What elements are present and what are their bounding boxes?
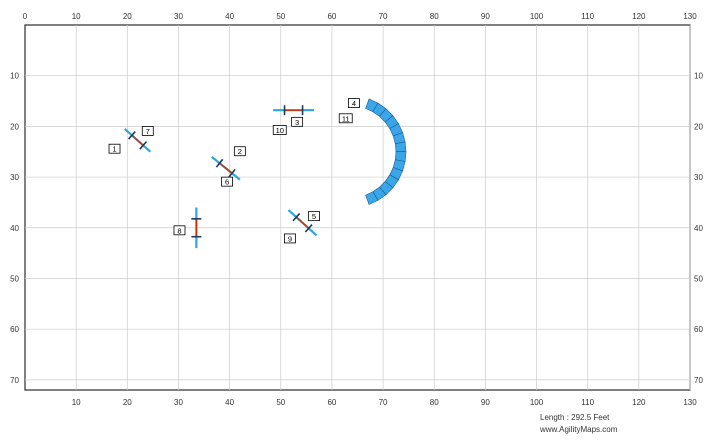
number-text: 6 bbox=[225, 178, 229, 187]
number-text: 4 bbox=[352, 99, 356, 108]
jump-wing bbox=[228, 168, 236, 178]
x-tick-label-top: 90 bbox=[481, 12, 490, 21]
x-tick-label-top: 120 bbox=[632, 12, 646, 21]
number-box bbox=[221, 176, 233, 187]
jump-rail bbox=[131, 134, 144, 146]
jump-5-jump bbox=[287, 209, 318, 237]
x-tick-label-bottom: 30 bbox=[174, 398, 183, 407]
jump-rail bbox=[295, 216, 310, 229]
jump-rail bbox=[219, 162, 233, 174]
x-tick-label-bottom: 110 bbox=[581, 398, 594, 407]
jump-wing bbox=[139, 141, 148, 150]
number-box bbox=[141, 126, 154, 136]
jump-wing bbox=[304, 224, 313, 233]
number-box bbox=[291, 116, 304, 127]
x-tick-label-top: 40 bbox=[225, 12, 234, 21]
y-tick-label-right: 10 bbox=[694, 72, 703, 81]
number-6: 6 bbox=[221, 176, 233, 187]
map-border bbox=[24, 24, 691, 391]
x-tick-label-bottom: 80 bbox=[430, 398, 439, 407]
y-tick-label-left: 20 bbox=[10, 122, 19, 131]
x-tick-label-top: 130 bbox=[683, 12, 697, 21]
x-tick-label-top: 110 bbox=[581, 12, 594, 21]
number-11: 11 bbox=[338, 113, 353, 124]
number-box bbox=[233, 146, 246, 157]
jump-8-jump bbox=[191, 207, 202, 249]
y-tick-label-left: 30 bbox=[10, 173, 19, 182]
number-text: 1 bbox=[112, 145, 116, 154]
y-tick-label-left: 40 bbox=[10, 224, 19, 233]
obstacle-numbers: 1 7 2 6 3 10 5 9 8 411 bbox=[108, 98, 360, 244]
number-text: 2 bbox=[238, 147, 242, 156]
tunnel-segment bbox=[394, 141, 407, 153]
y-tick-label-right: 60 bbox=[694, 325, 703, 334]
y-tick-label-left: 50 bbox=[10, 274, 19, 283]
number-text: 5 bbox=[312, 212, 316, 221]
tunnel-4-tunnel bbox=[365, 98, 407, 205]
number-box bbox=[338, 113, 353, 124]
number-1: 1 bbox=[108, 143, 121, 154]
x-tick-label-top: 80 bbox=[430, 12, 439, 21]
x-tick-label-bottom: 120 bbox=[632, 398, 646, 407]
jump-wing bbox=[127, 131, 136, 140]
x-tick-label-top: 10 bbox=[72, 12, 81, 21]
y-tick-label-right: 70 bbox=[694, 376, 703, 385]
x-tick-label-top: 30 bbox=[174, 12, 183, 21]
y-tick-label-right: 30 bbox=[694, 173, 703, 182]
obstacles-layer bbox=[124, 98, 407, 249]
y-tick-label-right: 40 bbox=[694, 224, 703, 233]
number-box bbox=[173, 225, 186, 236]
x-tick-label-bottom: 60 bbox=[327, 398, 336, 407]
jump-3-jump bbox=[273, 105, 315, 116]
x-tick-label-bottom: 90 bbox=[481, 398, 490, 407]
x-tick-label-top: 50 bbox=[276, 12, 285, 21]
number-text: 7 bbox=[146, 127, 150, 136]
x-tick-label-bottom: 50 bbox=[276, 398, 285, 407]
x-tick-label-bottom: 100 bbox=[530, 398, 544, 407]
y-tick-label-right: 50 bbox=[694, 274, 703, 283]
y-tick-label-left: 60 bbox=[10, 325, 19, 334]
x-tick-label-top: 70 bbox=[379, 12, 388, 21]
x-tick-label-bottom: 10 bbox=[72, 398, 81, 407]
number-8: 8 bbox=[173, 225, 186, 236]
number-text: 10 bbox=[276, 126, 284, 135]
x-tick-label-bottom: 40 bbox=[225, 398, 234, 407]
y-tick-label-left: 10 bbox=[10, 72, 19, 81]
axis-ticks: 0 10 10 20 20 30 30 40 40 50 50 60 60 70 70 80 80 90 90 100… bbox=[10, 12, 703, 407]
jump-wing bbox=[292, 212, 301, 222]
jump-2-jump bbox=[211, 155, 241, 181]
x-tick-label-bottom: 70 bbox=[379, 398, 388, 407]
course-length: Length : 292.5 Feet bbox=[540, 413, 610, 422]
website-credit: www.AgilityMaps.com bbox=[540, 425, 618, 434]
number-7: 7 bbox=[141, 126, 154, 136]
jump-1-jump bbox=[124, 128, 152, 153]
number-text: 9 bbox=[288, 234, 292, 243]
number-5: 5 bbox=[308, 211, 320, 222]
y-tick-label-right: 20 bbox=[694, 122, 703, 131]
y-tick-label-left: 70 bbox=[10, 376, 19, 385]
number-4: 4 bbox=[348, 98, 360, 108]
x-tick-label-top: 100 bbox=[530, 12, 544, 21]
number-10: 10 bbox=[272, 125, 287, 135]
grid-lines bbox=[25, 25, 691, 390]
number-text: 11 bbox=[342, 114, 350, 123]
number-3: 3 bbox=[291, 116, 304, 127]
number-9: 9 bbox=[284, 233, 296, 244]
x-tick-label-top: 0 bbox=[23, 12, 28, 21]
number-box bbox=[308, 211, 320, 222]
number-text: 3 bbox=[295, 118, 299, 127]
x-tick-label-bottom: 20 bbox=[123, 398, 132, 407]
jump-wing bbox=[215, 158, 224, 168]
number-box bbox=[272, 125, 287, 135]
x-tick-label-bottom: 130 bbox=[683, 398, 697, 407]
number-2: 2 bbox=[233, 146, 246, 157]
number-box bbox=[108, 143, 121, 154]
x-tick-label-top: 20 bbox=[123, 12, 132, 21]
number-text: 8 bbox=[177, 226, 181, 235]
x-tick-label-top: 60 bbox=[327, 12, 336, 21]
number-box bbox=[348, 98, 360, 108]
tunnel-segment bbox=[365, 191, 379, 205]
number-box bbox=[284, 233, 296, 244]
